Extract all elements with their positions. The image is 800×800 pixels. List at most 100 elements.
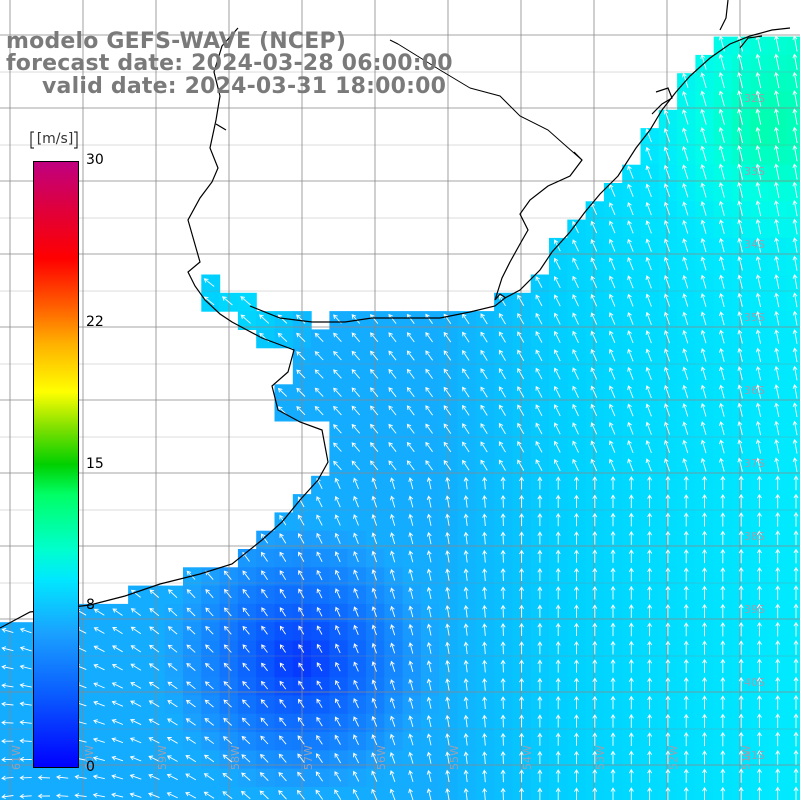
- wind-arrow: [755, 384, 762, 399]
- wind-arrow: [425, 331, 433, 343]
- wind-arrow: [537, 659, 543, 673]
- wind-arrow: [757, 493, 762, 509]
- wind-arrow: [610, 714, 616, 728]
- wind-arrow: [352, 788, 360, 800]
- wind-arrow: [519, 751, 524, 764]
- latitude-label: 41S: [744, 749, 765, 762]
- wind-arrow: [334, 495, 341, 508]
- wind-arrow: [610, 732, 616, 746]
- wind-arrow: [720, 677, 726, 692]
- wind-arrow: [682, 348, 689, 362]
- wind-arrow: [720, 567, 726, 582]
- wind-arrow: [700, 311, 707, 326]
- wind-arrow: [702, 512, 707, 527]
- wind-arrow: [482, 641, 488, 655]
- wind-arrow: [663, 293, 671, 307]
- wind-arrow: [445, 623, 451, 636]
- wind-arrow: [298, 570, 305, 581]
- wind-arrow: [553, 312, 561, 325]
- wind-arrow: [572, 367, 579, 380]
- wind-arrow: [665, 695, 671, 710]
- wind-arrow: [297, 771, 305, 782]
- wind-arrow: [757, 640, 762, 655]
- wind-arrow: [222, 736, 233, 745]
- wind-arrow: [333, 369, 342, 379]
- wind-arrow: [519, 787, 524, 800]
- wind-arrow: [351, 350, 361, 361]
- wind-arrow: [719, 347, 725, 362]
- wind-arrow: [683, 530, 689, 545]
- wind-arrow: [645, 458, 652, 472]
- wind-arrow: [333, 460, 342, 471]
- wind-arrow: [389, 770, 396, 782]
- wind-arrow: [774, 274, 780, 289]
- wind-arrow: [700, 348, 707, 362]
- wind-arrow: [314, 369, 324, 379]
- wind-speed-cell: [786, 567, 800, 587]
- wind-arrow: [186, 589, 196, 599]
- wind-speed-cell: [786, 732, 800, 751]
- wind-arrow: [298, 644, 305, 653]
- wind-arrow: [774, 329, 780, 344]
- wind-arrow: [498, 349, 506, 361]
- wind-arrow: [37, 775, 51, 781]
- wind-speed-cell: [786, 695, 800, 715]
- wind-arrow: [792, 347, 798, 363]
- wind-arrow: [517, 386, 525, 398]
- wind-arrow: [316, 643, 323, 653]
- wind-arrow: [774, 53, 780, 70]
- wind-arrow: [130, 645, 142, 653]
- wind-arrow: [185, 791, 197, 799]
- latitude-label: 36S: [744, 384, 765, 397]
- wind-arrow: [408, 568, 414, 581]
- wind-arrow: [737, 347, 743, 362]
- wind-arrow: [537, 750, 543, 764]
- wind-arrow: [351, 369, 361, 379]
- wind-arrow: [277, 387, 288, 397]
- wind-arrow: [204, 681, 214, 690]
- wind-arrow: [408, 532, 414, 545]
- wind-arrow: [260, 717, 269, 727]
- colorbar-unit: [m/s]: [36, 131, 74, 147]
- wind-arrow: [755, 329, 762, 344]
- wind-arrow: [590, 403, 598, 417]
- wind-arrow: [700, 72, 707, 89]
- wind-arrow: [166, 773, 178, 781]
- wind-arrow: [592, 714, 598, 728]
- wind-arrow: [130, 663, 142, 671]
- wind-arrow: [316, 716, 323, 727]
- longitude-label: 58W: [229, 745, 242, 770]
- wind-arrow: [297, 514, 305, 526]
- wind-arrow: [535, 312, 543, 325]
- wind-arrow: [353, 606, 359, 617]
- wind-arrow: [720, 475, 726, 490]
- wind-arrow: [555, 567, 561, 582]
- wind-speed-cell: [201, 786, 221, 800]
- wind-arrow: [519, 714, 524, 728]
- wind-arrow: [240, 314, 251, 324]
- wind-arrow: [737, 200, 743, 217]
- wind-arrow: [590, 294, 598, 307]
- wind-arrow: [1, 794, 14, 800]
- wind-arrow: [500, 677, 506, 691]
- wind-arrow: [261, 551, 268, 562]
- wind-arrow: [353, 569, 359, 581]
- wind-arrow: [645, 146, 652, 161]
- wind-arrow: [19, 683, 32, 688]
- wind-arrow: [353, 752, 360, 764]
- wind-arrow: [388, 423, 397, 434]
- wind-arrow: [572, 349, 579, 362]
- wind-arrow: [610, 567, 616, 582]
- wind-arrow: [572, 330, 579, 343]
- wind-arrow: [388, 313, 397, 324]
- wind-arrow: [388, 405, 397, 416]
- wind-arrow: [426, 788, 432, 800]
- wind-arrow: [389, 477, 396, 490]
- wind-arrow: [463, 641, 469, 655]
- wind-arrow: [316, 698, 323, 708]
- wind-arrow: [738, 512, 744, 527]
- wind-arrow: [775, 713, 781, 728]
- wind-arrow: [426, 550, 432, 563]
- wind-arrow: [1, 627, 14, 634]
- wind-arrow: [737, 256, 743, 271]
